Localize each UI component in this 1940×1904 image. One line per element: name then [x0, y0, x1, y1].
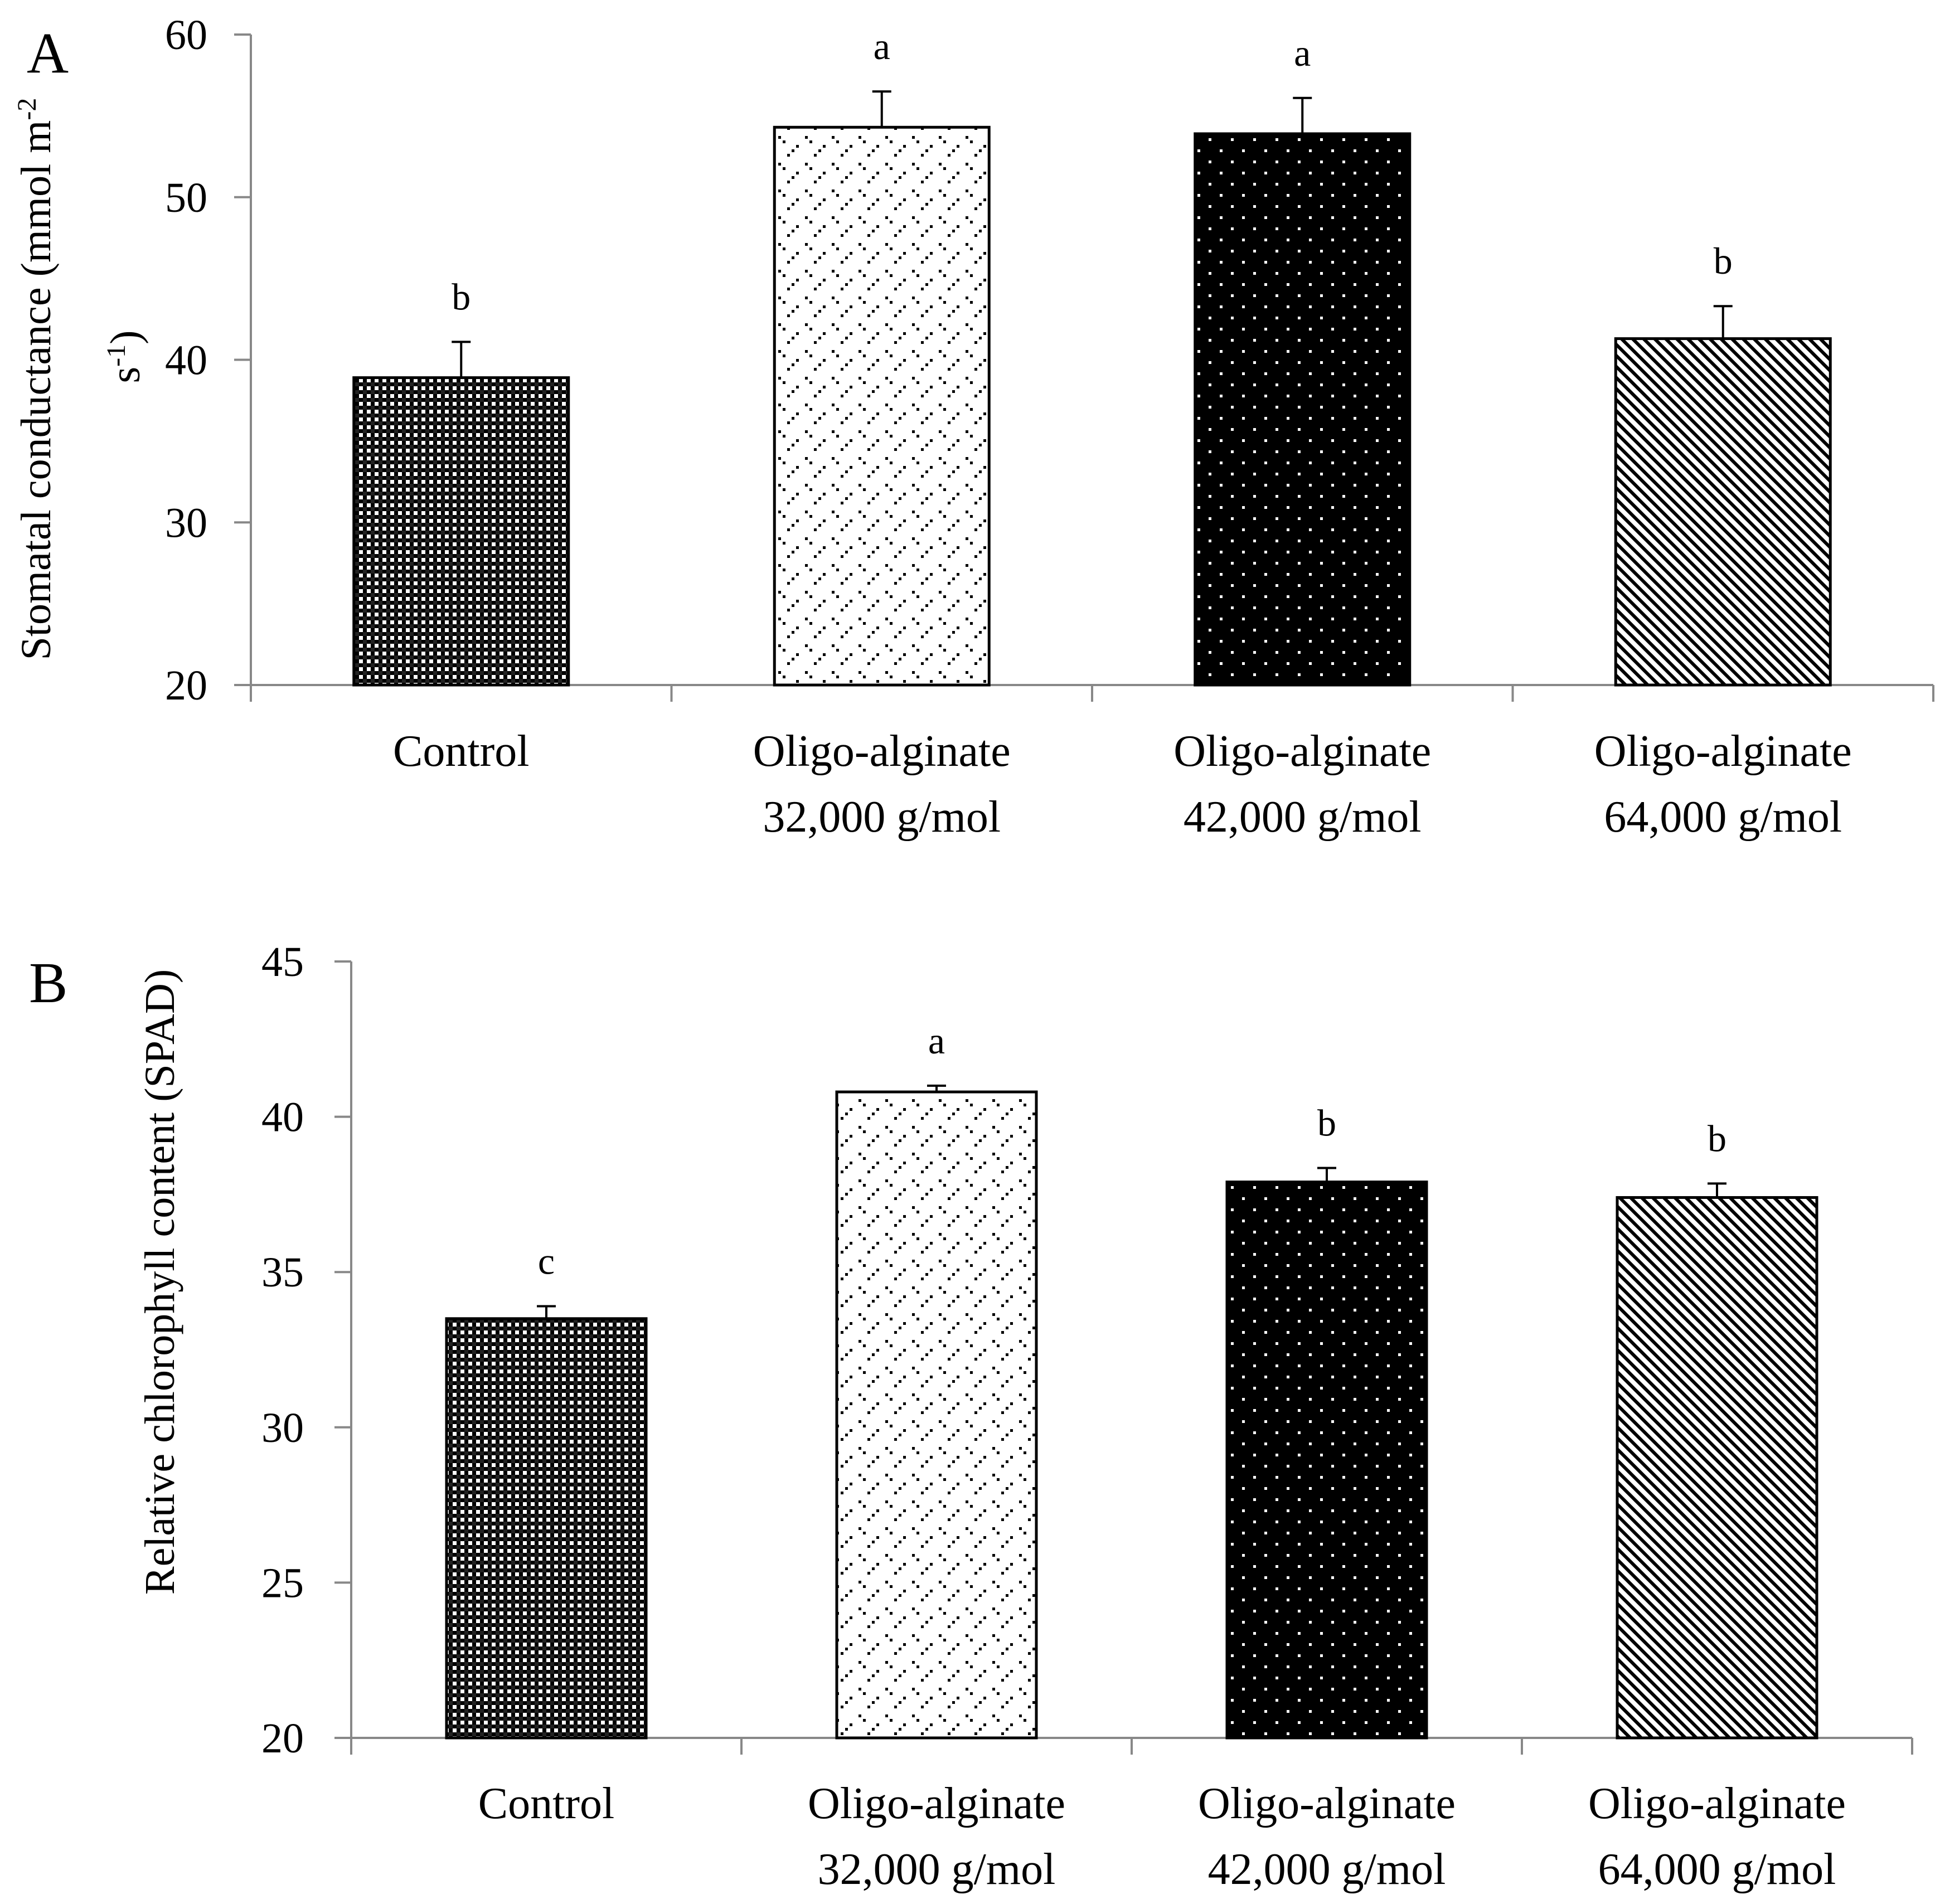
significance-letter: b	[452, 275, 471, 318]
y-axis-title-superscript: -1	[101, 344, 131, 367]
y-tick-label: 30	[165, 499, 207, 546]
category-label: 42,000 g/mol	[1184, 793, 1422, 842]
y-axis-title-superscript: -2	[12, 98, 42, 120]
bar-4	[1614, 337, 1832, 687]
y-axis-title: Relative chlorophyll content (SPAD)	[137, 969, 183, 1595]
bar-3	[1225, 1181, 1428, 1740]
significance-letter: b	[1708, 1117, 1726, 1159]
y-tick-label: 35	[261, 1249, 304, 1296]
panel-a-chart: A 20 30 40 50 60 b Control a Oligo-alginate 32,000…	[12, 12, 1934, 842]
category-label: 32,000 g/mol	[763, 793, 1001, 842]
category-label: Oligo-alginate	[808, 1779, 1065, 1828]
y-tick-label: 50	[165, 174, 207, 221]
y-axis-title-line-2: s-1)	[101, 331, 149, 383]
y-tick-label: 25	[261, 1560, 304, 1606]
bar-3	[1194, 132, 1412, 687]
category-label: Oligo-alginate	[1594, 727, 1852, 776]
y-tick-label: 30	[261, 1405, 304, 1451]
bar-2	[773, 125, 991, 687]
significance-letter: a	[1294, 32, 1311, 74]
y-tick-label: 20	[261, 1715, 304, 1762]
y-tick-label: 20	[165, 662, 207, 709]
significance-letter: a	[874, 25, 890, 67]
category-label: Control	[478, 1779, 614, 1828]
y-axis-title: Stomatal conductance (mmol m-2	[12, 98, 60, 660]
bar-2	[835, 1090, 1038, 1740]
bar-1	[352, 376, 570, 687]
y-tick-label: 45	[261, 939, 304, 985]
bar-1	[445, 1317, 648, 1740]
category-label: 64,000 g/mol	[1598, 1845, 1836, 1894]
category-label: Oligo-alginate	[753, 727, 1011, 776]
y-axis-title-text: Stomatal conductance (mmol m	[13, 120, 60, 660]
y-axis-title-text: s	[102, 367, 149, 383]
significance-letter: b	[1714, 240, 1733, 282]
category-label: Control	[393, 727, 529, 776]
category-label: Oligo-alginate	[1198, 1779, 1456, 1828]
significance-letter: a	[928, 1019, 945, 1062]
category-label: 32,000 g/mol	[818, 1845, 1056, 1894]
category-label: 64,000 g/mol	[1604, 793, 1842, 842]
category-label: Oligo-alginate	[1173, 727, 1431, 776]
panel-label: B	[29, 951, 67, 1015]
panel-label: A	[27, 21, 69, 85]
category-label: 42,000 g/mol	[1208, 1845, 1446, 1894]
y-tick-label: 40	[165, 337, 207, 384]
bar-4	[1616, 1196, 1818, 1740]
significance-letter: b	[1317, 1102, 1336, 1144]
panel-b-chart: B 20 25 30 35 40 45 c Control a Oligo-alginate 32,0…	[29, 939, 1913, 1894]
significance-letter: c	[538, 1240, 555, 1282]
y-tick-label: 40	[261, 1094, 304, 1141]
y-axis-title-text: )	[102, 331, 149, 344]
category-label: Oligo-alginate	[1588, 1779, 1846, 1828]
y-tick-label: 60	[165, 12, 207, 59]
